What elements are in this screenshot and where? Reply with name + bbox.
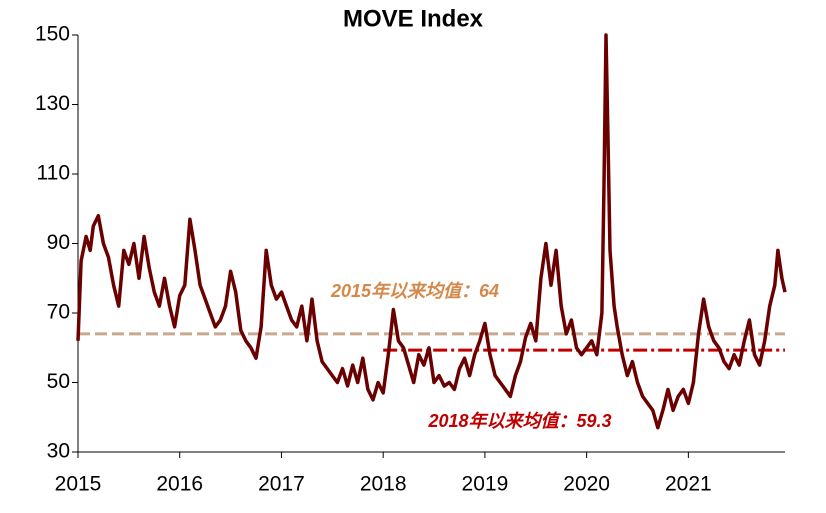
mean-label: 2018年以来均值：59.3 bbox=[427, 411, 611, 431]
x-tick-label: 2019 bbox=[462, 473, 509, 496]
y-tick-label: 90 bbox=[47, 231, 70, 254]
x-tick-label: 2015 bbox=[55, 473, 102, 496]
y-tick-label: 50 bbox=[47, 370, 70, 393]
series-line bbox=[76, 33, 787, 430]
mean-label: 2015年以来均值：64 bbox=[330, 281, 499, 301]
y-tick-label: 30 bbox=[47, 440, 70, 463]
chart-title: MOVE Index bbox=[343, 5, 484, 32]
y-tick-label: 130 bbox=[35, 92, 70, 115]
x-tick-label: 2020 bbox=[563, 473, 610, 496]
y-tick-label: 150 bbox=[35, 23, 70, 46]
x-tick-label: 2017 bbox=[258, 473, 305, 496]
x-tick-label: 2018 bbox=[360, 473, 407, 496]
y-tick-label: 110 bbox=[37, 162, 70, 185]
y-tick-label: 70 bbox=[47, 301, 70, 324]
x-tick-label: 2016 bbox=[156, 473, 203, 496]
x-tick-label: 2021 bbox=[665, 473, 712, 496]
